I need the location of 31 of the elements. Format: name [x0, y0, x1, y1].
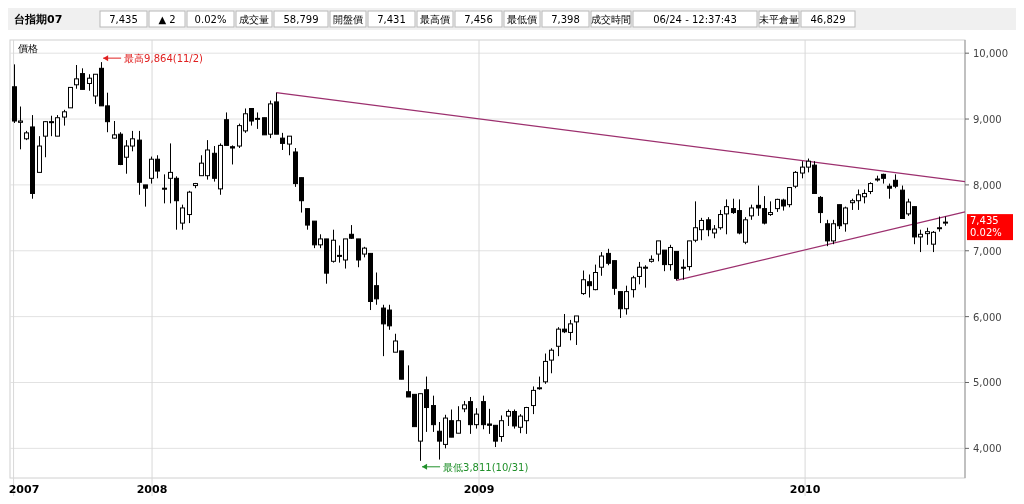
- y-tick-label: 4,000: [973, 443, 1002, 455]
- text: 7,431: [377, 14, 406, 25]
- y-tick-label: 9,000: [973, 114, 1002, 126]
- text: 06/24 - 12:37:43: [653, 14, 737, 25]
- text: 7,398: [551, 14, 580, 25]
- chart-title: 台指期07: [14, 13, 63, 26]
- text: 開盤價: [333, 14, 363, 25]
- annotation: 最低3,811(10/31): [443, 461, 529, 473]
- x-tick-label: 2010: [789, 483, 821, 496]
- y-tick-label: 7,000: [973, 245, 1002, 257]
- y-tick-label: 10,000: [973, 48, 1008, 60]
- x-tick-label: 2008: [136, 483, 168, 496]
- text: 7,435 0.02%: [970, 215, 1002, 239]
- text: 7,435: [109, 14, 138, 25]
- annotation: 最高9,864(11/2): [124, 53, 204, 65]
- text: 最高價: [420, 14, 450, 25]
- text: 成交時間: [591, 14, 631, 25]
- text: 成交量: [239, 14, 269, 25]
- text: 7,456: [464, 14, 493, 25]
- text: ▲ 2: [158, 14, 176, 25]
- text: 未平倉量: [759, 14, 799, 25]
- y-tick-label: 5,000: [973, 377, 1002, 389]
- text: 最低價: [507, 14, 537, 25]
- text: 58,799: [283, 14, 319, 25]
- y-axis-title: 價格: [18, 43, 38, 54]
- x-tick-label: 2009: [463, 483, 495, 496]
- x-tick-label: 2007: [8, 483, 40, 496]
- y-tick-label: 8,000: [973, 179, 1002, 191]
- text: 46,829: [810, 14, 846, 25]
- y-tick-label: 6,000: [973, 311, 1002, 323]
- text: 0.02%: [194, 14, 227, 25]
